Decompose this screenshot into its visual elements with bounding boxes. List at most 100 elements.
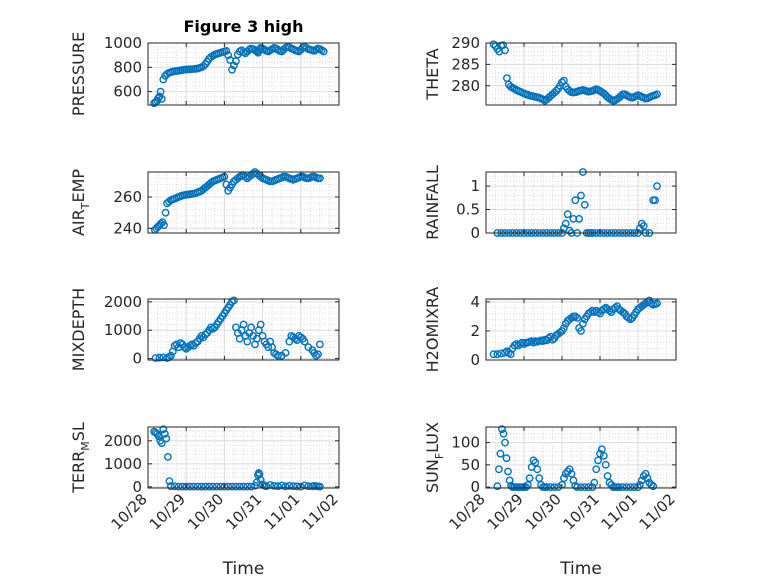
data-point <box>191 339 200 347</box>
data-point <box>156 87 165 96</box>
data-point <box>162 434 171 443</box>
data-point <box>160 221 168 230</box>
data-point <box>501 438 509 447</box>
y-axis-label-subscript: M <box>79 441 92 451</box>
data-point <box>247 323 256 332</box>
data-point <box>312 351 320 360</box>
data-point <box>643 474 652 483</box>
data-point <box>189 482 198 491</box>
data-point <box>186 482 194 491</box>
data-point <box>176 339 185 347</box>
y-tick-label: 600 <box>113 83 142 101</box>
data-point <box>622 483 631 491</box>
data-point <box>605 478 614 487</box>
data-point <box>544 334 553 343</box>
data-point <box>293 482 301 491</box>
y-axis-label-rest: LUX <box>423 422 442 453</box>
y-axis-label-main: AIR <box>69 209 88 236</box>
data-point <box>273 482 282 491</box>
data-point <box>212 482 221 491</box>
data-point <box>592 465 601 474</box>
data-point <box>201 482 210 491</box>
data-point <box>552 87 561 95</box>
y-tick-label: 260 <box>113 188 142 206</box>
data-series <box>151 296 324 362</box>
data-point <box>222 47 231 55</box>
y-axis-label-main: PRESSURE <box>69 32 88 116</box>
data-point <box>577 483 585 491</box>
y-axis-label-subscript: T <box>79 202 92 210</box>
subplot-1: 600 800 1000 PRESSURE Figure 3 high <box>69 17 340 116</box>
data-point <box>197 482 206 491</box>
data-point <box>590 478 599 487</box>
data-point <box>499 429 508 438</box>
data-point <box>270 481 278 490</box>
data-point <box>256 172 265 181</box>
data-point <box>165 477 174 485</box>
axes-box <box>147 298 340 361</box>
data-point <box>569 214 578 223</box>
y-tick-label: 0 <box>470 478 480 496</box>
data-point <box>155 353 164 362</box>
y-axis-label: AIRTEMP <box>69 169 92 236</box>
y-tick-label: 0 <box>470 224 480 242</box>
data-point <box>161 208 170 217</box>
data-point <box>567 313 576 322</box>
data-point <box>560 324 568 332</box>
data-point <box>603 472 612 480</box>
data-point <box>159 425 168 434</box>
y-tick-label: 240 <box>113 219 142 237</box>
data-point <box>599 451 608 460</box>
y-tick-label: 2000 <box>104 293 142 311</box>
data-point <box>550 483 559 491</box>
y-axis-label-main: TERR <box>69 451 88 494</box>
x-axis-label: Time <box>222 559 265 579</box>
data-point <box>243 482 252 491</box>
data-point <box>577 191 585 200</box>
data-point <box>653 90 661 99</box>
data-point <box>641 469 650 478</box>
data-point <box>501 46 509 55</box>
data-point <box>229 61 238 70</box>
y-axis-label-main: H2OMIXRA <box>423 287 442 373</box>
data-point <box>494 465 503 474</box>
data-point <box>647 299 656 308</box>
data-point <box>634 483 642 491</box>
data-point <box>160 429 169 438</box>
data-point <box>165 197 173 206</box>
data-point <box>262 482 271 491</box>
data-point <box>626 483 635 491</box>
data-point <box>285 481 294 490</box>
subplot-5: 0 1000 2000 MIXDEPTH <box>69 288 340 371</box>
data-point <box>205 482 214 491</box>
y-axis-label-main: THETA <box>423 48 442 100</box>
data-point <box>277 481 286 490</box>
data-point <box>315 174 324 183</box>
data-point <box>653 299 661 308</box>
y-tick-label: 800 <box>113 58 142 76</box>
data-series <box>489 296 661 359</box>
y-axis-label: MIXDEPTH <box>69 288 88 371</box>
data-point <box>573 483 582 491</box>
data-point <box>639 222 648 230</box>
data-point <box>170 482 179 491</box>
y-axis-label: RAINFALL <box>423 165 442 240</box>
y-tick-label: 0.5 <box>456 201 480 219</box>
data-point <box>243 337 252 346</box>
data-point <box>580 200 589 209</box>
data-point <box>239 320 248 329</box>
y-tick-label: 50 <box>461 456 480 474</box>
data-point <box>281 482 290 491</box>
data-point <box>563 467 572 476</box>
data-point <box>558 78 566 87</box>
data-point <box>314 350 322 359</box>
data-point <box>502 454 511 463</box>
y-axis-label: H2OMIXRA <box>423 287 442 373</box>
data-point <box>296 482 305 491</box>
data-point <box>563 210 572 219</box>
axes-box <box>147 42 340 106</box>
y-tick-label: 2 <box>470 322 480 340</box>
data-point <box>529 456 538 465</box>
data-point <box>579 319 587 328</box>
